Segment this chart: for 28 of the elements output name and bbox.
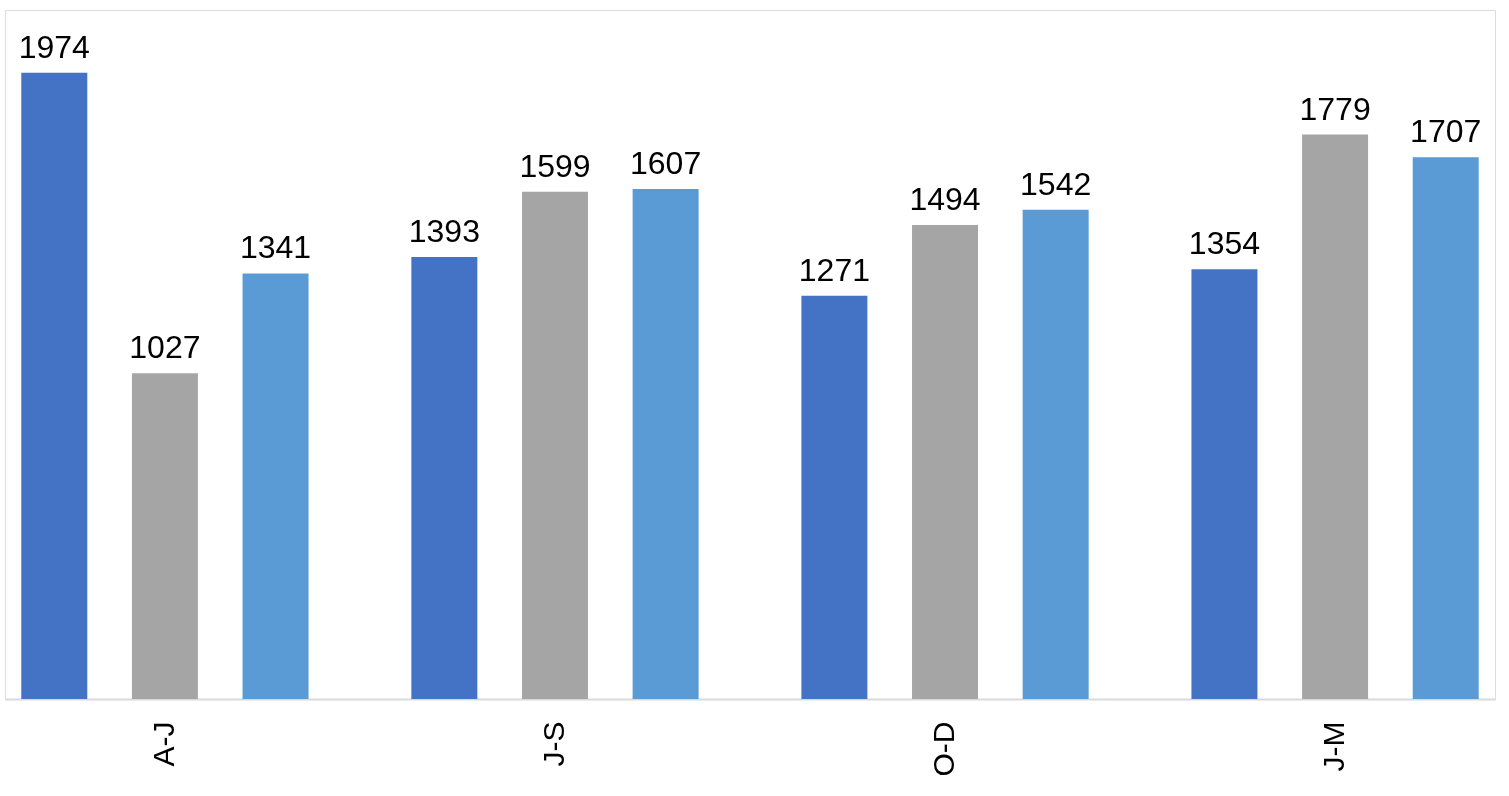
- bar: [131, 373, 198, 699]
- data-label: 1341: [239, 229, 312, 266]
- x-tick-label: J-M: [1317, 721, 1351, 772]
- bar: [1412, 157, 1479, 699]
- data-label: 1271: [798, 251, 870, 288]
- bar: [242, 273, 309, 699]
- bar: [912, 224, 979, 699]
- data-label: 1779: [1299, 90, 1371, 127]
- data-label: 1354: [1188, 225, 1261, 262]
- bar: [411, 256, 478, 699]
- data-label: 1542: [1020, 165, 1092, 202]
- data-label: 1599: [519, 147, 591, 184]
- bar: [801, 295, 868, 699]
- bar: [21, 72, 88, 699]
- x-tick-label: O-D: [927, 721, 961, 777]
- bar: [1022, 209, 1089, 699]
- bar: [632, 189, 699, 699]
- bar: [1302, 134, 1369, 699]
- x-tick-label: A-J: [146, 721, 180, 767]
- bar: [1191, 269, 1258, 699]
- x-tick-label: J-S: [536, 721, 570, 767]
- data-label: 1974: [18, 28, 90, 65]
- data-label: 1393: [408, 212, 480, 249]
- data-label: 1027: [129, 329, 201, 366]
- data-label: 1707: [1410, 113, 1482, 150]
- bar: [521, 191, 588, 699]
- data-label: 1607: [630, 145, 702, 182]
- data-label: 1494: [909, 180, 981, 217]
